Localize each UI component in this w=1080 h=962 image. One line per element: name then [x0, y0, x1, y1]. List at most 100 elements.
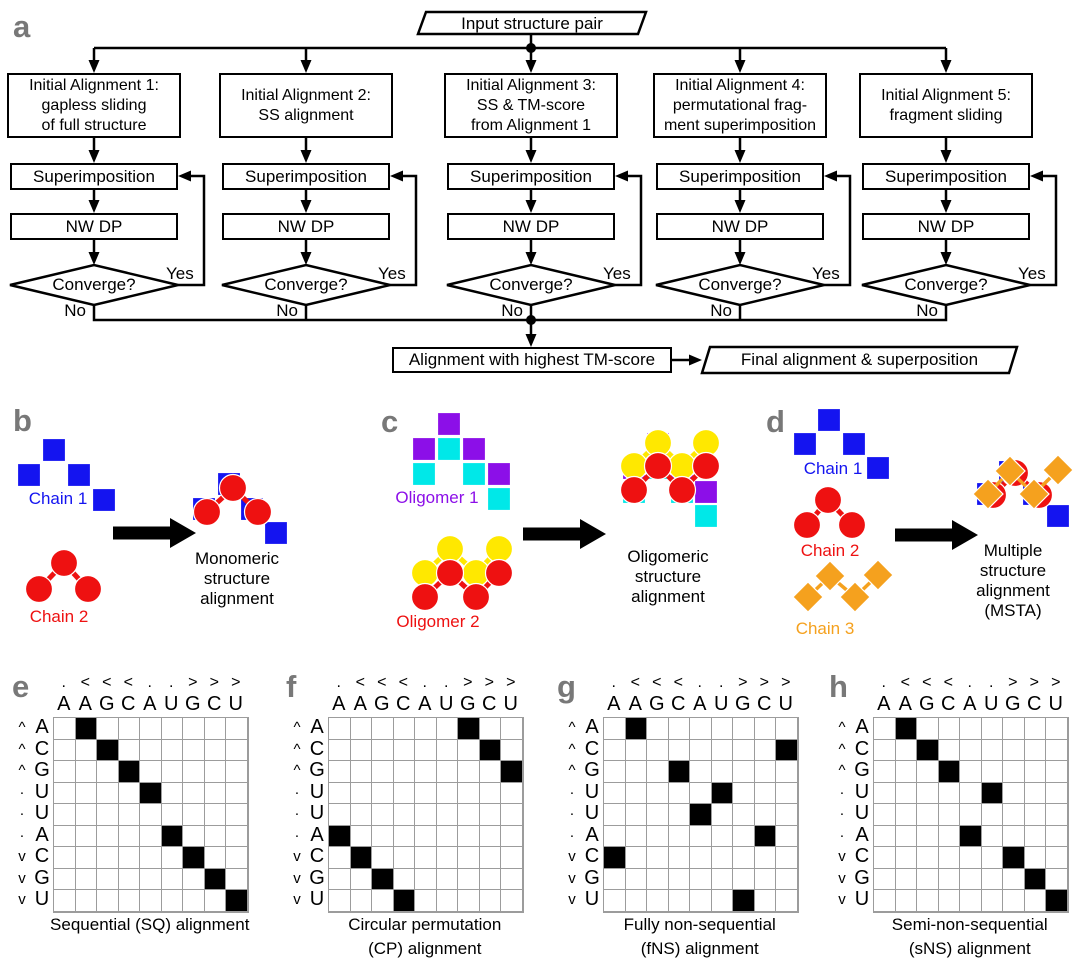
- matrix-cell: [711, 739, 733, 761]
- matrix-cell: [960, 761, 982, 783]
- chain-square: [436, 411, 462, 437]
- matrix-cell: [1024, 847, 1046, 869]
- matrix-cell: [350, 739, 372, 761]
- matrix-cell: [690, 739, 712, 761]
- matrix-cell: [754, 782, 776, 804]
- matrix-cell: [776, 847, 798, 869]
- matrix-cell: [97, 804, 119, 826]
- matrix-cell: [1046, 739, 1068, 761]
- flow-arrowhead: [300, 252, 312, 265]
- no-label-5: No: [916, 301, 938, 320]
- matrix-cell: [75, 825, 97, 847]
- row-symbol: v: [293, 891, 301, 908]
- row-letter: A: [310, 823, 324, 846]
- matrix-cell: [981, 868, 1003, 890]
- matrix-cell-filled: [625, 718, 647, 740]
- col-letter: A: [963, 693, 977, 715]
- matrix-cell-filled: [960, 825, 982, 847]
- tm-to-final-arrowhead: [689, 354, 702, 366]
- chain-circle: [484, 558, 514, 588]
- matrix-cell: [895, 890, 917, 912]
- matrix-cell: [204, 890, 226, 912]
- matrix-cell: [917, 868, 939, 890]
- matrix-cell: [874, 782, 896, 804]
- final-label: Final alignment & superposition: [740, 350, 979, 369]
- matrix-cell: [415, 804, 437, 826]
- matrix-cell: [118, 868, 140, 890]
- matrix-cell: [458, 782, 480, 804]
- matrix-cell: [436, 782, 458, 804]
- matrix-cell: [733, 825, 755, 847]
- row-symbol: v: [838, 869, 846, 887]
- row-symbol: v: [838, 848, 846, 865]
- row-symbol: v: [293, 848, 301, 865]
- chain-label: Chain 2: [29, 607, 89, 626]
- matrix-cell: [690, 825, 712, 847]
- flow-arrowhead: [300, 200, 312, 213]
- matrix-cell: [140, 761, 162, 783]
- nwdp-box-4: NW DP: [656, 213, 824, 240]
- chain-diamond: [1018, 478, 1050, 510]
- matrix-cell: [350, 868, 372, 890]
- matrix-cell: [350, 782, 372, 804]
- row-symbol: v: [568, 869, 576, 887]
- matrix-cell: [501, 804, 523, 826]
- superimposition-box-4: Superimposition: [656, 163, 824, 190]
- matrix-cell: [938, 847, 960, 869]
- matrix-cell: [161, 782, 183, 804]
- yes-loop-5: [1030, 174, 1058, 287]
- chain-circle: [792, 510, 822, 540]
- input-parallelogram: [416, 10, 648, 36]
- input-label: Input structure pair: [461, 14, 603, 33]
- row-letter: U: [34, 888, 50, 910]
- matrix-cell-filled: [1003, 847, 1025, 869]
- flow-arrowhead: [734, 200, 746, 213]
- matrix-cell: [118, 804, 140, 826]
- matrix-cell: [479, 868, 501, 890]
- chain-diamond: [839, 581, 871, 613]
- matrix-cell: [754, 718, 776, 740]
- matrix-cell: [938, 782, 960, 804]
- matrix-cell: [183, 739, 205, 761]
- row-letter: A: [855, 823, 869, 846]
- matrix-cell: [415, 782, 437, 804]
- matrix-cell: [436, 761, 458, 783]
- matrix-cell: [668, 890, 690, 912]
- panel-label-f: f: [286, 669, 297, 704]
- matrix-cell: [711, 761, 733, 783]
- yes-label-5: Yes: [1018, 264, 1046, 283]
- row-letter: C: [34, 737, 50, 760]
- flow-arrowhead: [300, 60, 312, 73]
- matrix-cell: [54, 825, 76, 847]
- col-letter: U: [164, 693, 179, 715]
- chain-square: [693, 503, 719, 529]
- matrix-cell: [1003, 761, 1025, 783]
- result-label-line: (MSTA): [984, 601, 1042, 620]
- row-letter: C: [584, 737, 600, 760]
- matrix-cell: [458, 890, 480, 912]
- matrix-cell: [372, 890, 394, 912]
- chain-label: Chain 2: [800, 541, 860, 560]
- row-symbol: v: [18, 891, 26, 908]
- flow-arrowhead: [525, 252, 537, 265]
- matrix-cell: [183, 825, 205, 847]
- matrix-cell: [960, 718, 982, 740]
- no-bus-line: [92, 305, 948, 322]
- matrix-cell-filled: [501, 761, 523, 783]
- matrix-cell: [161, 761, 183, 783]
- matrix-cell: [960, 804, 982, 826]
- chain-square: [841, 431, 867, 457]
- col-letter: C: [121, 693, 136, 715]
- matrix-cell: [140, 868, 162, 890]
- matrix-cell: [776, 890, 798, 912]
- matrix-cell-filled: [183, 847, 205, 869]
- matrix-cell: [1003, 718, 1025, 740]
- matrix-cell: [393, 868, 415, 890]
- matrix-cell: [917, 718, 939, 740]
- matrix-cell: [140, 718, 162, 740]
- matrix-cell-filled: [350, 847, 372, 869]
- row-symbol: ^: [18, 719, 26, 736]
- matrix-cell: [647, 782, 669, 804]
- matrix-cell: [415, 890, 437, 912]
- row-symbol: .: [19, 823, 25, 841]
